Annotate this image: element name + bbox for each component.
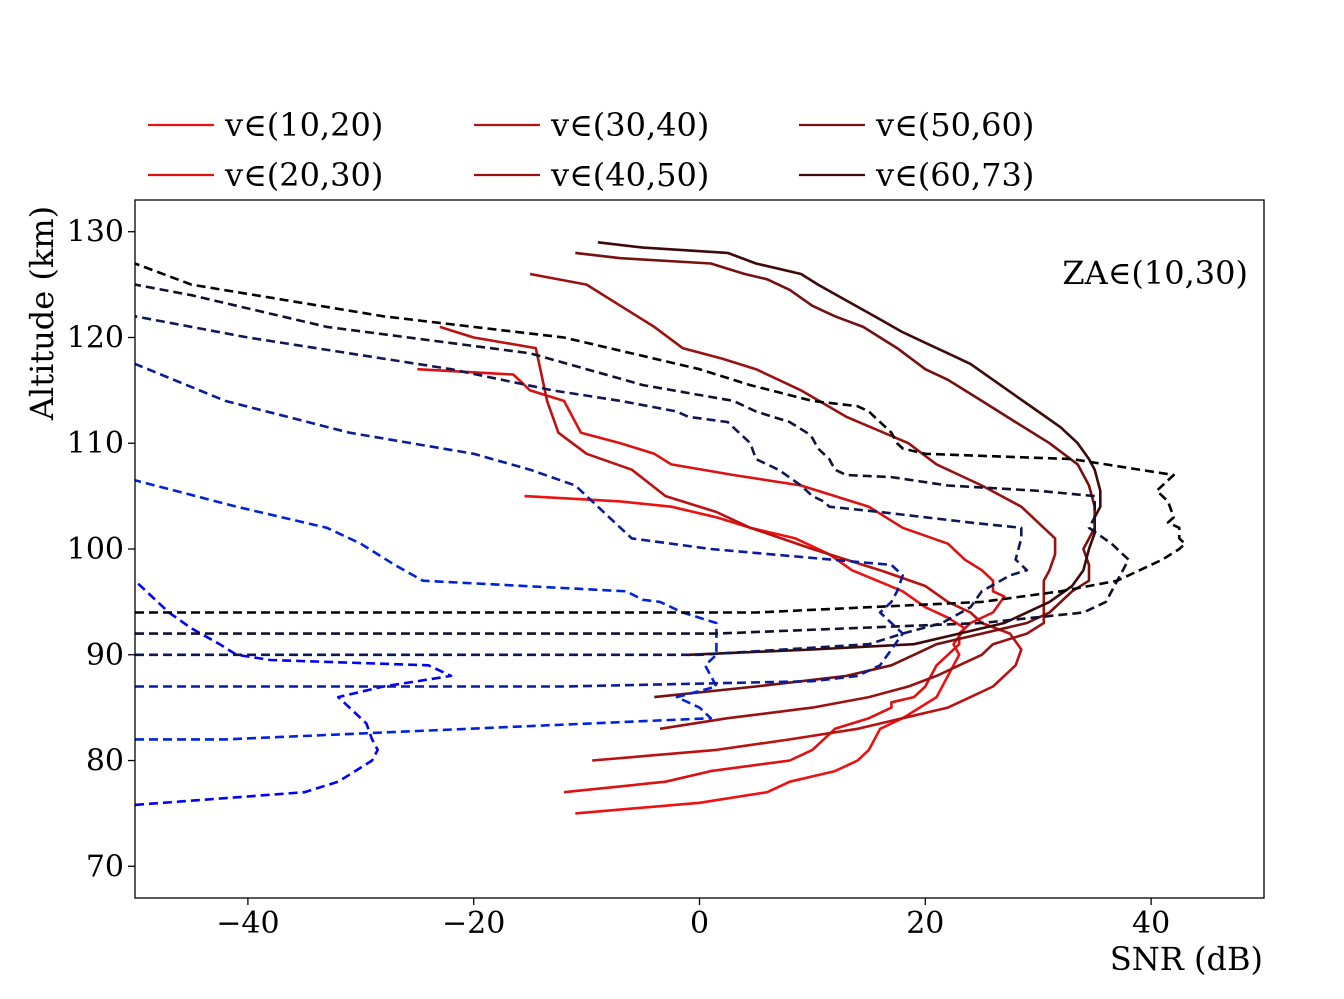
series-line-8 xyxy=(135,479,718,741)
series-line-12 xyxy=(135,262,1187,614)
series-line-10 xyxy=(135,315,1029,657)
x-tick-label: −20 xyxy=(442,906,505,941)
y-axis-ticks: 70 80 90 100 110 120 130 xyxy=(67,215,135,884)
za-annotation: ZA∈(10,30) xyxy=(1062,254,1248,292)
series-line-2 xyxy=(417,367,1006,794)
x-tick-label: 20 xyxy=(906,906,944,941)
y-tick-label: 70 xyxy=(86,849,124,884)
series-line-11 xyxy=(135,283,1130,635)
series-line-7 xyxy=(135,579,453,807)
x-tick-label: 40 xyxy=(1132,906,1170,941)
series-line-6 xyxy=(597,241,1102,657)
y-tick-label: 120 xyxy=(67,320,124,355)
series-line-3 xyxy=(439,325,1023,762)
y-tick-label: 110 xyxy=(67,426,124,461)
x-axis-ticks: −40 −20 0 20 40 xyxy=(216,898,1170,941)
y-tick-label: 80 xyxy=(86,744,124,779)
legend-label: v∈(30,40) xyxy=(550,106,709,144)
y-axis-label: Altitude (km) xyxy=(23,206,61,421)
legend-label: v∈(60,73) xyxy=(875,156,1034,194)
series-line-1 xyxy=(524,494,967,815)
y-tick-label: 100 xyxy=(67,532,124,567)
x-tick-label: −40 xyxy=(216,906,279,941)
x-tick-label: 0 xyxy=(690,906,709,941)
legend-label: v∈(10,20) xyxy=(224,106,383,144)
legend: v∈(10,20) v∈(20,30) v∈(30,40) v∈(40,50) v∈(5… xyxy=(148,106,1034,194)
series-line-5 xyxy=(575,251,1096,699)
series-line-9 xyxy=(135,362,905,688)
series-line-4 xyxy=(529,272,1057,731)
legend-label: v∈(40,50) xyxy=(550,156,709,194)
plot-series xyxy=(135,241,1187,815)
legend-label: v∈(20,30) xyxy=(224,156,383,194)
y-tick-label: 90 xyxy=(86,638,124,673)
y-tick-label: 130 xyxy=(67,215,124,250)
legend-label: v∈(50,60) xyxy=(875,106,1034,144)
x-axis-label: SNR (dB) xyxy=(1110,940,1263,978)
